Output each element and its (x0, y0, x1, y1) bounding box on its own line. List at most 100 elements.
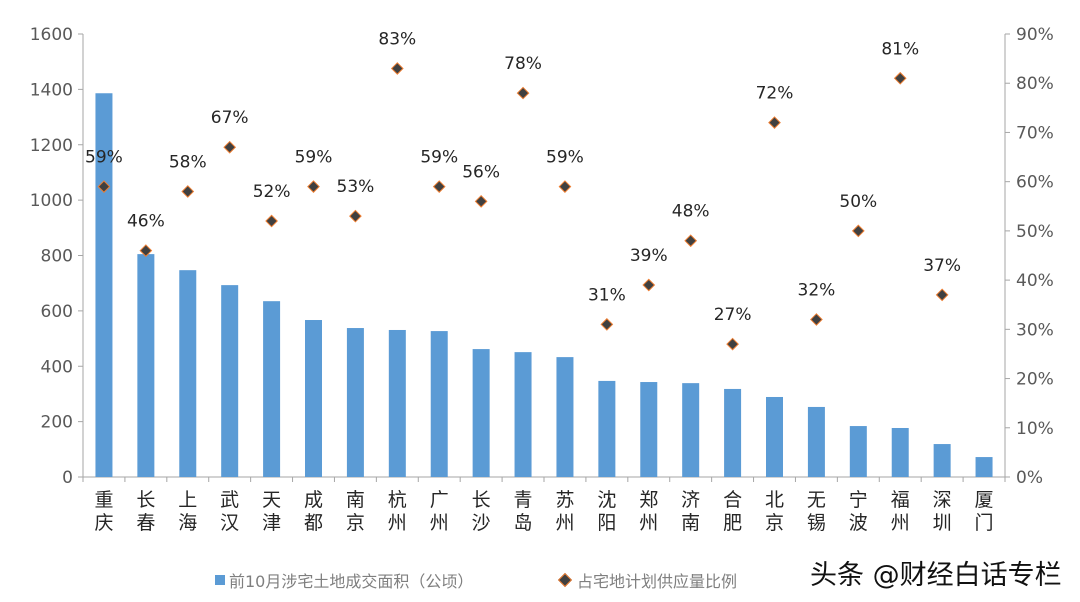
category-label: 州 (639, 512, 658, 534)
category-label: 肥 (723, 512, 742, 534)
scatter-point (516, 86, 530, 100)
data-label: 37% (923, 256, 961, 276)
scatter-point (432, 180, 446, 193)
category-label: 圳 (933, 512, 952, 534)
category-label: 南 (346, 489, 365, 511)
legend-scatter: 占宅地计划供应量比例 (557, 568, 738, 592)
scatter-point (474, 194, 488, 208)
data-label: 59% (420, 148, 458, 168)
category-label: 庆 (94, 512, 113, 534)
data-label: 53% (337, 177, 375, 197)
category-label: 波 (849, 512, 868, 534)
scatter-point (223, 140, 237, 154)
right-tick-label: 50% (1016, 222, 1054, 242)
bar (766, 396, 783, 477)
bar (221, 285, 239, 477)
category-label: 京 (765, 512, 784, 534)
data-label: 46% (127, 212, 165, 232)
category-label: 杭 (388, 489, 407, 511)
scatter-point (307, 180, 320, 193)
bar (891, 427, 909, 477)
left-tick-label: 0 (62, 468, 73, 488)
scatter-point (810, 313, 823, 326)
category-label: 沙 (472, 512, 491, 534)
data-label: 32% (798, 280, 836, 300)
data-label: 81% (881, 39, 919, 59)
category-label: 长 (472, 489, 491, 511)
scatter-point (768, 116, 781, 129)
left-tick-label: 1400 (30, 80, 73, 100)
left-tick-label: 600 (41, 302, 73, 322)
category-label: 合 (723, 489, 742, 511)
scatter-point (851, 224, 865, 238)
scatter-point (139, 244, 153, 257)
data-label: 31% (588, 285, 626, 305)
category-label: 北 (765, 489, 784, 511)
scatter-point (935, 288, 949, 302)
category-label: 福 (891, 489, 910, 511)
right-tick-label: 80% (1016, 74, 1054, 94)
right-tick-label: 30% (1016, 320, 1054, 340)
bar (179, 270, 197, 477)
bar (95, 93, 113, 477)
bar (724, 388, 742, 477)
left-tick-label: 200 (41, 413, 73, 433)
category-label: 汉 (220, 512, 239, 534)
category-label: 锡 (807, 512, 826, 534)
scatter-point (726, 337, 739, 351)
category-label: 南 (681, 512, 700, 534)
bar (388, 329, 406, 477)
bar (975, 457, 993, 477)
data-label: 59% (295, 148, 333, 168)
category-label: 重 (94, 489, 113, 511)
legend-scatter-swatch (557, 572, 573, 588)
scatter-point (349, 209, 362, 223)
data-label: 48% (672, 202, 710, 222)
bar (514, 352, 532, 477)
category-label: 州 (555, 512, 574, 534)
data-label: 50% (839, 192, 877, 212)
category-label: 州 (891, 512, 910, 534)
category-label: 济 (681, 489, 700, 511)
bar (933, 444, 951, 477)
category-label: 阳 (597, 512, 616, 534)
category-label: 津 (262, 512, 281, 534)
scatter-point (390, 62, 404, 75)
category-label: 州 (388, 512, 407, 534)
data-label: 67% (211, 108, 249, 128)
right-tick-label: 60% (1016, 173, 1054, 193)
left-tick-label: 1000 (30, 191, 73, 211)
category-label: 青 (514, 489, 533, 511)
watermark: 头条 @财经白话专栏 (810, 560, 1062, 591)
legend-bar: 前10月涉宅土地成交面积（公顷） (215, 568, 473, 592)
category-label: 无 (807, 489, 826, 511)
bar (807, 406, 825, 477)
scatter-point (265, 214, 278, 228)
category-label: 京 (346, 512, 365, 534)
data-label: 72% (756, 84, 794, 104)
category-label: 天 (262, 489, 281, 511)
bar (137, 254, 155, 477)
bar (263, 301, 281, 477)
legend-bar-swatch (215, 575, 225, 585)
scatter-point (97, 180, 111, 193)
data-label: 58% (169, 153, 207, 173)
legend-scatter-label: 占宅地计划供应量比例 (577, 572, 738, 591)
bar (849, 426, 867, 477)
left-tick-label: 400 (41, 357, 73, 377)
data-label: 59% (546, 148, 584, 168)
bar (598, 380, 616, 477)
category-label: 海 (178, 512, 197, 534)
data-label: 78% (504, 54, 542, 74)
category-label: 岛 (514, 512, 533, 534)
right-tick-label: 0% (1016, 468, 1043, 488)
category-label: 春 (136, 512, 155, 534)
scatter-point (642, 278, 656, 292)
right-tick-label: 10% (1016, 419, 1054, 439)
category-label: 州 (430, 512, 449, 534)
category-label: 上 (178, 489, 197, 511)
scatter-point (600, 318, 614, 331)
left-tick-label: 1600 (30, 25, 73, 45)
